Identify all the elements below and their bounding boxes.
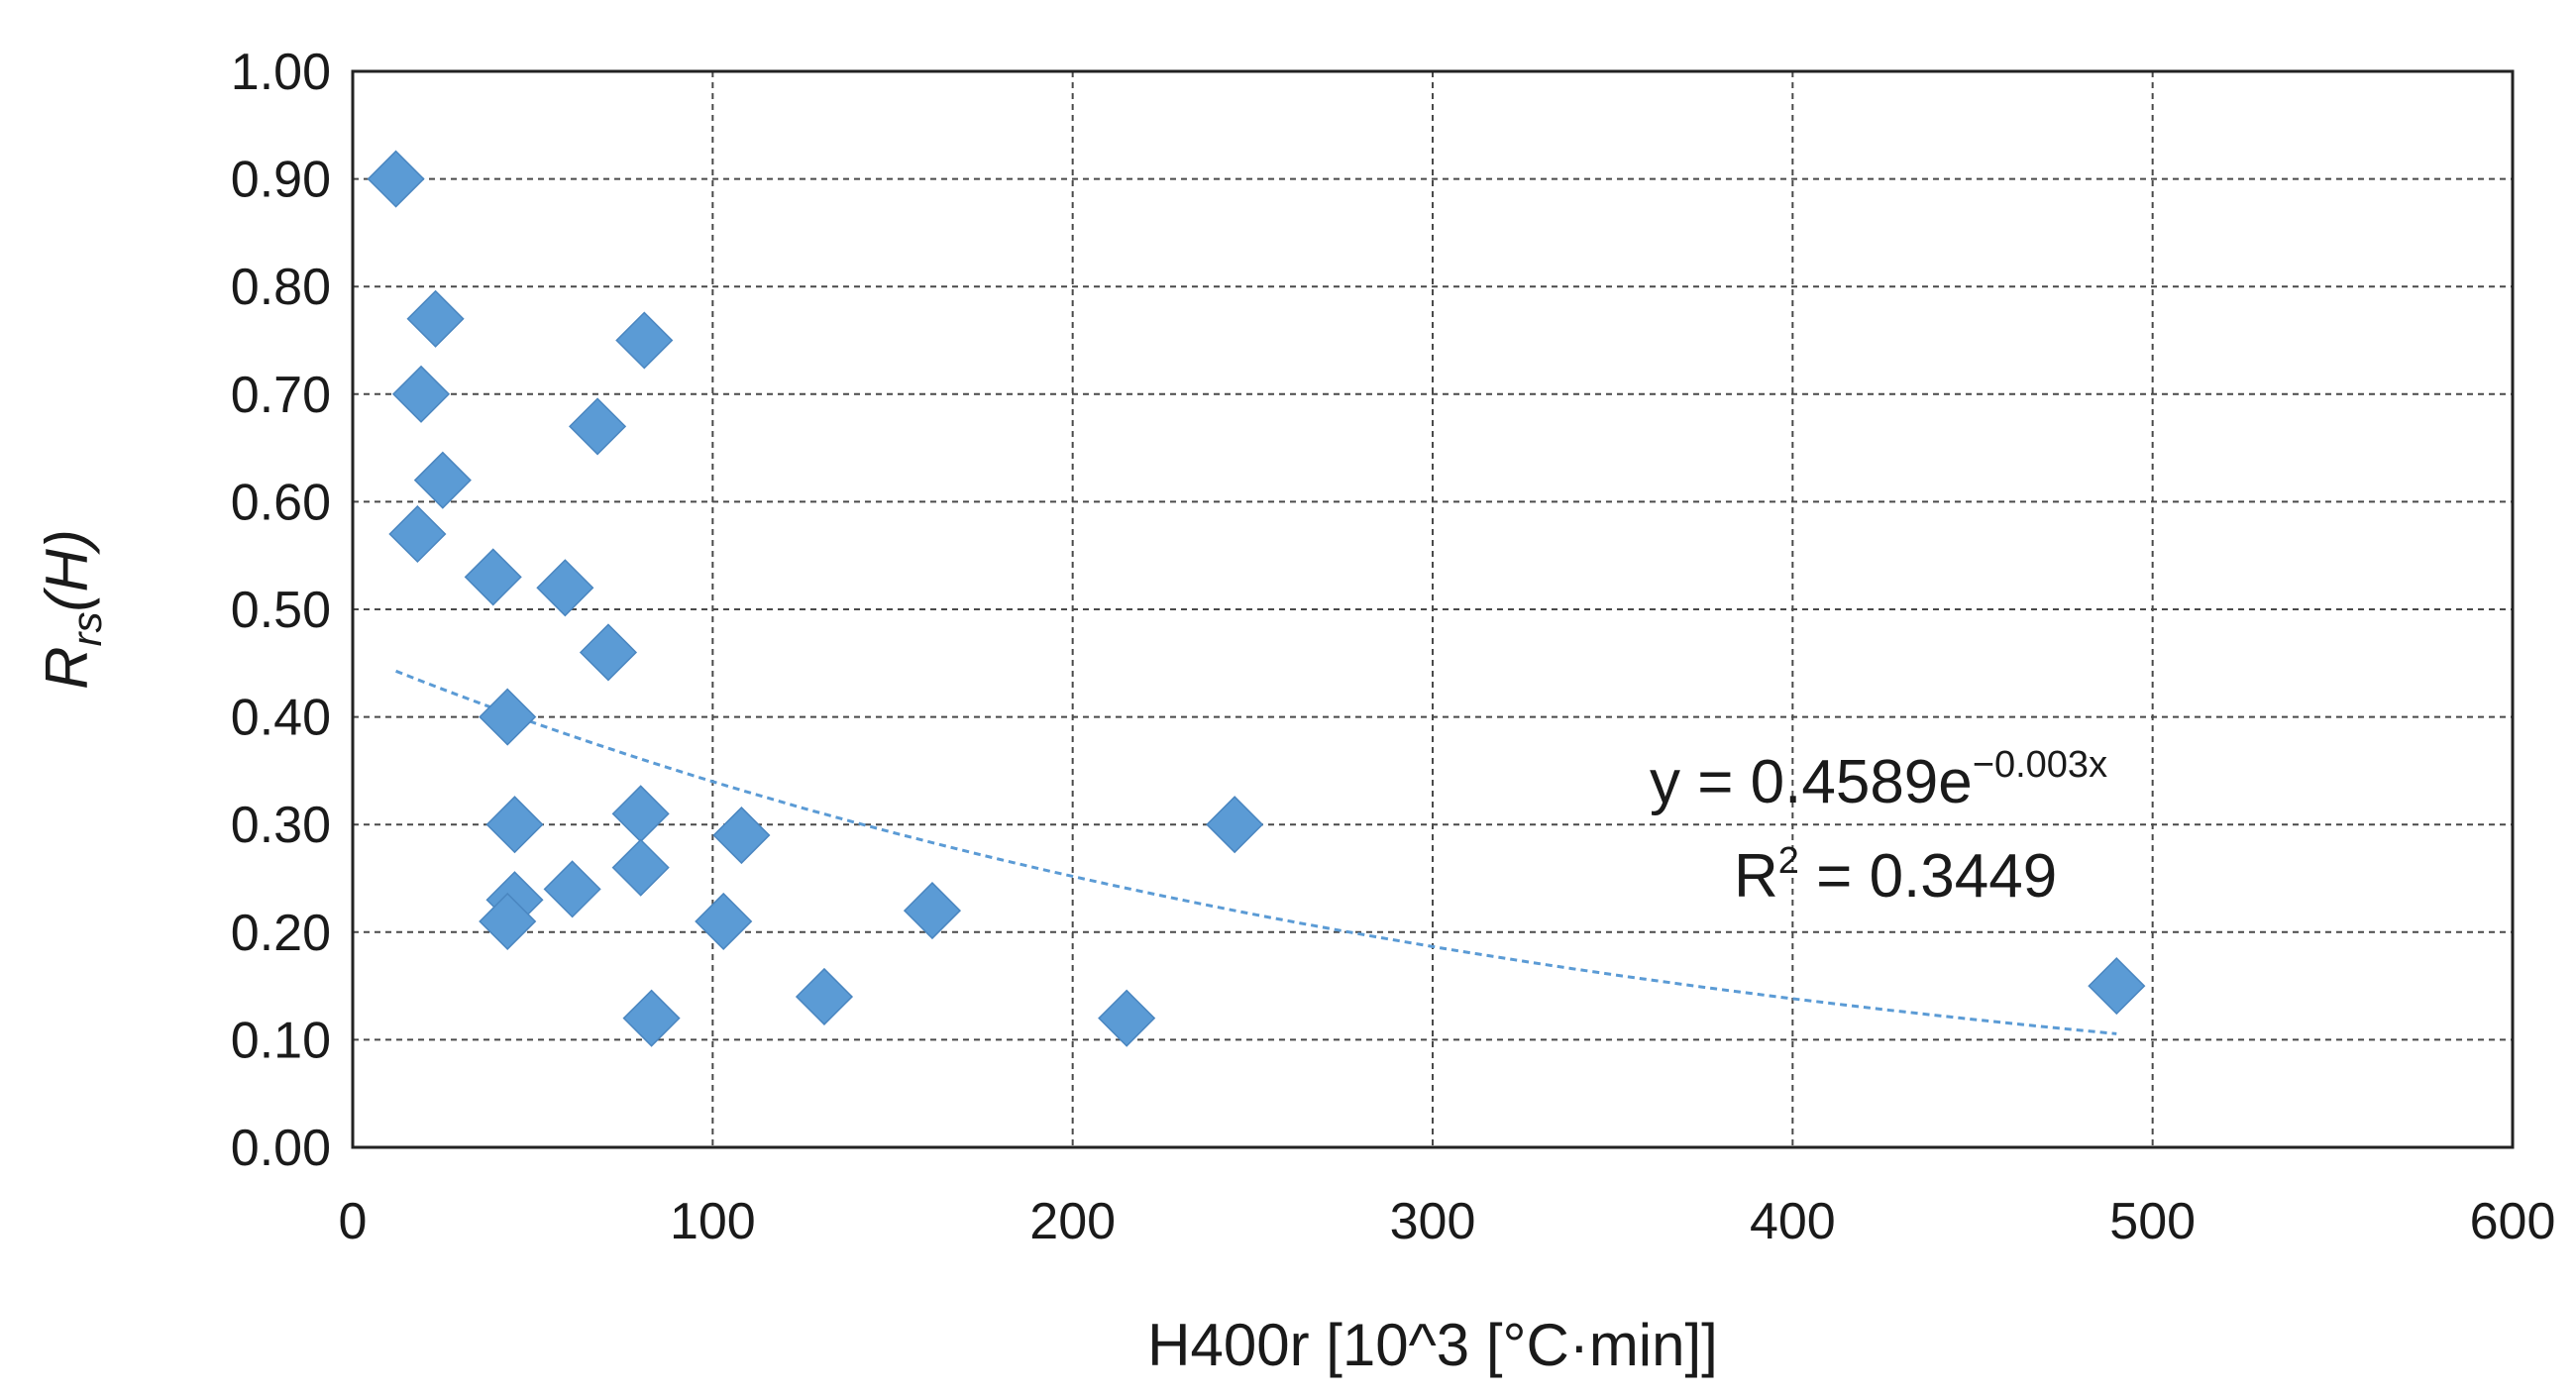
data-point (695, 892, 753, 951)
y-tick-label: 0.60 (231, 474, 331, 531)
y-tick-label: 0.20 (231, 905, 331, 962)
x-axis-title: H400r [10^3 [°C·min]] (1147, 1312, 1718, 1378)
data-point (391, 365, 451, 423)
y-tick-label: 0.30 (231, 797, 331, 854)
x-tick-label: 0 (339, 1193, 368, 1250)
y-tick-label: 0.50 (231, 582, 331, 639)
x-tick-label: 100 (670, 1193, 756, 1250)
data-point (611, 838, 670, 897)
y-tick-label: 0.00 (231, 1120, 331, 1177)
data-point (543, 860, 601, 918)
data-point (2088, 957, 2146, 1016)
trendline-equation: y = 0.4589e−0.003x (1650, 744, 2107, 816)
data-point (413, 451, 472, 509)
x-tick-label: 300 (1390, 1193, 1476, 1250)
grid-lines (353, 71, 2513, 1147)
data-point (479, 688, 537, 746)
data-point (367, 150, 425, 208)
x-tick-label: 600 (2470, 1193, 2556, 1250)
x-tick-label: 500 (2109, 1193, 2196, 1250)
data-point (622, 989, 681, 1047)
r-squared-value: = 0.3449 (1799, 842, 2057, 911)
data-point (388, 504, 447, 564)
data-point (479, 892, 537, 951)
plot-area-frame (351, 69, 2515, 1149)
r-squared-prefix: R (1734, 842, 1778, 911)
data-point (615, 311, 674, 370)
data-point (712, 806, 771, 865)
trendline-equation-exponent: −0.003x (1973, 744, 2107, 786)
data-point (485, 796, 544, 854)
y-tick-label: 0.70 (231, 367, 331, 424)
data-point (1098, 989, 1156, 1047)
y-axis-title-tail: (H) (34, 529, 100, 611)
y-axis-title-main: R (34, 646, 100, 689)
exponential-trendline (395, 669, 2117, 1035)
r-squared-label: R2 = 0.3449 (1734, 840, 2057, 911)
data-point (536, 559, 594, 617)
x-tick-label: 400 (1750, 1193, 1836, 1250)
data-point (611, 785, 670, 843)
r-squared-sup: 2 (1778, 840, 1799, 882)
data-point (1206, 796, 1264, 854)
y-tick-label: 0.40 (231, 690, 331, 747)
y-tick-label: 0.90 (231, 152, 331, 209)
y-axis-title: Rrs(H) (34, 529, 110, 690)
y-axis-title-sub: rs (63, 611, 110, 646)
y-axis-ticks: 0.00 0.10 0.20 0.30 0.40 0.50 0.60 0.70 0.80 0.90… (231, 44, 331, 1177)
y-tick-label: 1.00 (231, 44, 331, 101)
data-point (569, 397, 627, 456)
x-tick-label: 200 (1029, 1193, 1116, 1250)
data-point (464, 548, 522, 606)
trendline-equation-base: y = 0.4589e (1650, 748, 1973, 816)
x-axis-ticks: 0 100 200 300 400 500 600 (339, 1193, 2556, 1250)
data-point (579, 623, 638, 682)
y-tick-label: 0.80 (231, 259, 331, 316)
data-point (903, 882, 962, 940)
data-points (367, 150, 2146, 1047)
data-point (406, 289, 465, 348)
data-point (795, 967, 854, 1026)
y-tick-label: 0.10 (231, 1012, 331, 1069)
